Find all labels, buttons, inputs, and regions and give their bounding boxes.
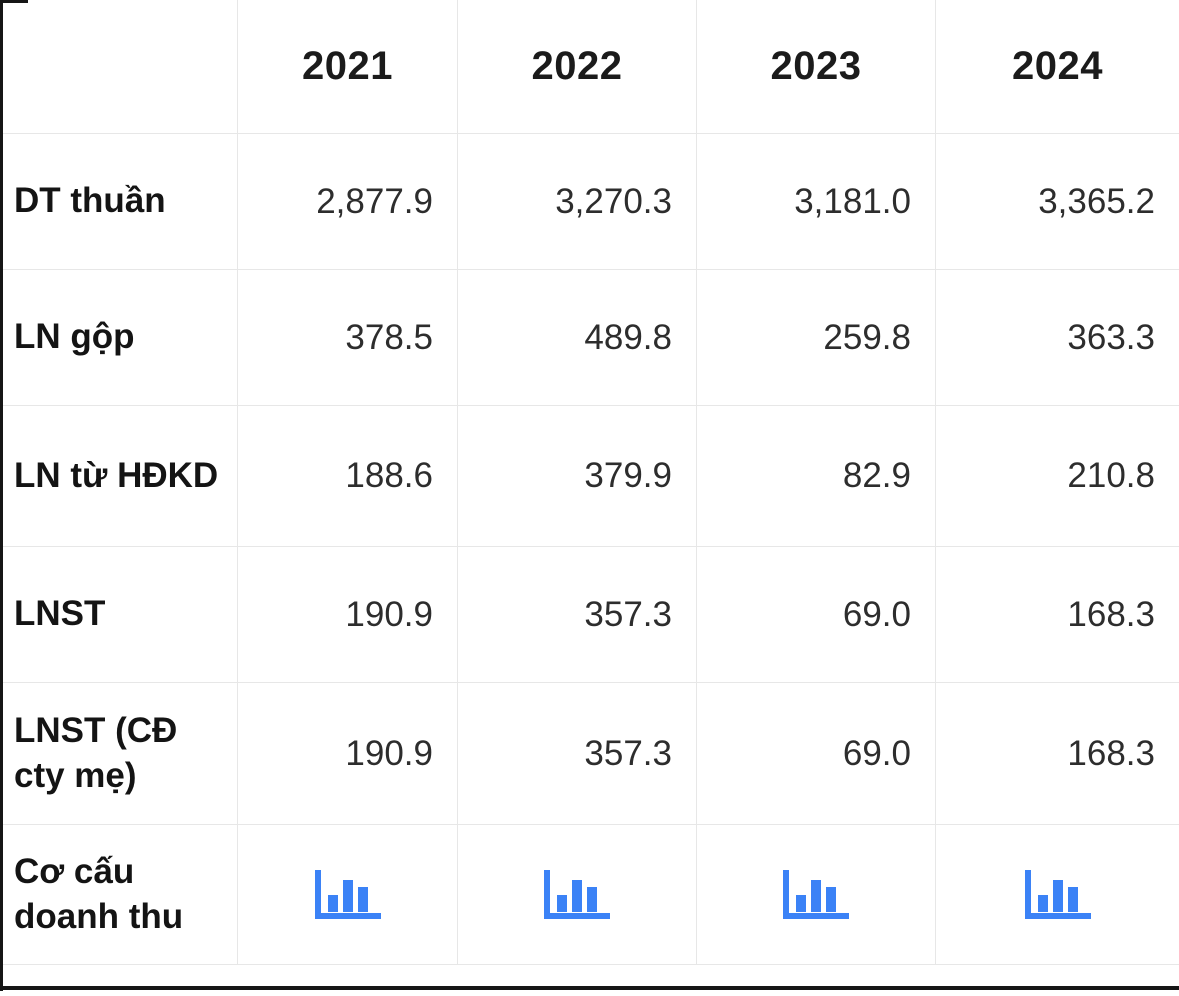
value-cell: 357.3 [458,683,697,825]
year-header-2022[interactable]: 2022 [458,0,697,134]
value-cell: 3,270.3 [458,134,697,270]
row-label-ln-tu-hdkd: LN từ HĐKD [0,406,238,547]
value-cell: 379.9 [458,406,697,547]
corner-cell [0,0,238,134]
value-cell: 3,181.0 [697,134,936,270]
value-cell: 363.3 [936,270,1179,406]
frame-top-border [0,0,28,3]
value-cell: 489.8 [458,270,697,406]
row-label-lnst-cd-cty-me: LNST (CĐ cty mẹ) [0,683,238,825]
row-label-co-cau-doanh-thu: Cơ cấu doanh thu [0,825,238,965]
value-cell: 210.8 [936,406,1179,547]
revenue-structure-cell-2024 [936,825,1179,965]
value-cell: 168.3 [936,683,1179,825]
value-cell: 69.0 [697,547,936,683]
value-cell: 3,365.2 [936,134,1179,270]
row-label-dt-thuan: DT thuần [0,134,238,270]
revenue-structure-cell-2021 [238,825,458,965]
row-label-lnst: LNST [0,547,238,683]
value-cell: 82.9 [697,406,936,547]
value-cell: 259.8 [697,270,936,406]
row-label-ln-gop: LN gộp [0,270,238,406]
bar-chart-icon[interactable] [778,865,854,925]
value-cell: 2,877.9 [238,134,458,270]
value-cell: 190.9 [238,683,458,825]
bar-chart-icon[interactable] [539,865,615,925]
financials-table: 2021 2022 2023 2024 DT thuần 2,877.9 3,2… [0,0,1179,965]
value-cell: 357.3 [458,547,697,683]
value-cell: 168.3 [936,547,1179,683]
bar-chart-icon[interactable] [1020,865,1096,925]
year-header-2024[interactable]: 2024 [936,0,1179,134]
bar-chart-icon[interactable] [310,865,386,925]
value-cell: 188.6 [238,406,458,547]
year-header-2021[interactable]: 2021 [238,0,458,134]
value-cell: 190.9 [238,547,458,683]
year-header-2023[interactable]: 2023 [697,0,936,134]
value-cell: 378.5 [238,270,458,406]
value-cell: 69.0 [697,683,936,825]
revenue-structure-cell-2022 [458,825,697,965]
frame-left-border [0,0,3,991]
revenue-structure-cell-2023 [697,825,936,965]
frame-bottom-border [0,986,1179,990]
